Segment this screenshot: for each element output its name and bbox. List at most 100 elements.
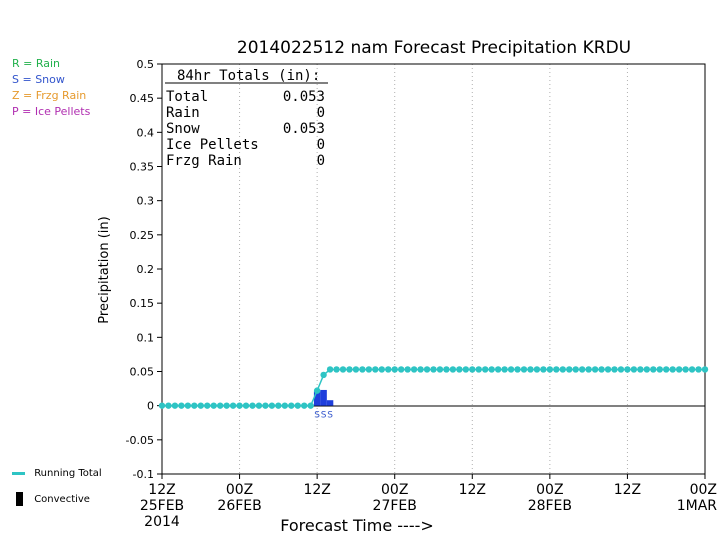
running-total-point: [410, 366, 418, 373]
running-total-point: [191, 402, 198, 409]
x-tick-label: 00Z: [226, 482, 253, 498]
running-total-point: [449, 366, 457, 373]
x-tick-year: 2014: [144, 514, 180, 530]
legend-frzg-rain: Z = Frzg Rain: [12, 89, 87, 102]
running-total-point: [378, 366, 385, 373]
x-tick-date: 26FEB: [217, 498, 261, 514]
running-total-point: [397, 366, 405, 373]
running-total-point: [365, 366, 373, 373]
running-total-point: [682, 366, 689, 373]
running-total-point: [249, 402, 256, 409]
running-total-point: [430, 366, 437, 373]
precip-bar: [313, 391, 321, 406]
running-total-point: [171, 402, 179, 409]
y-tick-label: -0.05: [126, 434, 154, 447]
precip-bar: [320, 389, 327, 406]
totals-row-label: Frzg Rain: [166, 153, 242, 169]
running-total-point: [346, 366, 353, 373]
y-tick-label: 0.1: [137, 331, 155, 344]
running-total-point: [262, 402, 269, 409]
totals-rows: Total 0.053 Rain 0 Snow 0.053 Ice Pellets 0 Frzg…: [166, 89, 325, 169]
x-tick-label: 12Z: [303, 482, 330, 498]
running-total-point: [216, 402, 224, 409]
y-tick-label: 0.2: [137, 263, 155, 276]
running-total-point: [236, 402, 243, 409]
y-tick-label: 0.35: [130, 161, 155, 174]
totals-row-value: 0.053: [283, 89, 325, 105]
running-total-point: [443, 366, 450, 373]
running-total-point: [294, 402, 301, 409]
running-total-point: [617, 366, 625, 373]
y-ticks: 0.5 0.45 0.4 0.35 0.3 0.25 0.2 0.15 0.1 0.05 0 -0.0…: [126, 58, 162, 481]
x-tick-label: 00Z: [536, 482, 563, 498]
running-total-point: [197, 402, 204, 409]
running-total-legend: Running Total: [12, 468, 102, 479]
running-total-point: [359, 366, 366, 373]
running-total-point: [326, 366, 334, 373]
running-total-series: [158, 366, 709, 409]
running-total-point: [540, 366, 547, 373]
ptype-legend: R = Rain S = Snow Z = Frzg Rain P = Ice …: [12, 56, 90, 120]
running-total-point: [462, 366, 470, 373]
running-total-point: [527, 366, 534, 373]
running-total-point: [507, 366, 515, 373]
legend-snow: S = Snow: [12, 73, 65, 86]
totals-box: 84hr Totals (in): Total 0.053 Rain 0 Snow 0.0…: [165, 68, 328, 169]
x-tick-label: 12Z: [459, 482, 486, 498]
y-tick-label: -0.1: [133, 468, 154, 481]
running-total-line: [162, 368, 705, 407]
y-tick-label: 0.4: [137, 126, 155, 139]
legend-rain: R = Rain: [12, 57, 61, 70]
running-total-point: [695, 366, 702, 373]
running-total-point: [566, 366, 573, 373]
running-total-point: [482, 366, 489, 373]
y-tick-label: 0.25: [130, 229, 155, 242]
precip-bar: [326, 400, 334, 406]
totals-row-label: Ice Pellets: [166, 137, 259, 153]
convective-swatch-icon: [16, 492, 23, 506]
running-total-point: [281, 402, 289, 409]
running-total-point: [372, 366, 379, 373]
running-total-point: [501, 366, 508, 373]
running-total-point: [184, 402, 192, 409]
ptype-label: S: [314, 411, 320, 421]
running-total-point: [604, 366, 612, 373]
running-total-point: [301, 402, 308, 409]
running-total-point: [339, 366, 347, 373]
running-total-point: [255, 402, 263, 409]
hourly-bars: [313, 389, 334, 406]
y-tick-label: 0.3: [137, 195, 155, 208]
running-total-point: [456, 366, 463, 373]
running-total-point: [559, 366, 566, 373]
y-tick-label: 0.15: [130, 297, 155, 310]
totals-row-label: Snow: [166, 121, 200, 137]
running-total-point: [165, 402, 172, 409]
running-total-point: [675, 366, 683, 373]
running-total-point: [663, 366, 670, 373]
running-total-point: [494, 366, 502, 373]
running-total-point: [701, 366, 709, 373]
totals-row-label: Rain: [166, 105, 200, 121]
running-total-point: [204, 402, 211, 409]
running-total-point: [275, 402, 282, 409]
running-total-point: [423, 366, 431, 373]
running-total-point: [307, 402, 314, 409]
totals-header: 84hr Totals (in):: [177, 68, 320, 84]
totals-row-value: 0: [317, 137, 325, 153]
running-total-point: [352, 366, 360, 373]
y-axis-label: Precipitation (in): [97, 216, 112, 323]
running-total-swatch-icon: [12, 471, 25, 475]
y-tick-label: 0: [147, 400, 154, 413]
running-total-point: [572, 366, 579, 373]
x-tick-date: 28FEB: [528, 498, 572, 514]
running-total-point: [514, 366, 521, 373]
running-total-point: [469, 366, 476, 373]
running-total-point: [288, 402, 295, 409]
x-tick-label: 12Z: [614, 482, 641, 498]
running-total-point: [436, 366, 444, 373]
totals-row-value: 0: [317, 153, 325, 169]
running-total-point: [320, 371, 327, 379]
x-tick-label: 00Z: [690, 482, 717, 498]
